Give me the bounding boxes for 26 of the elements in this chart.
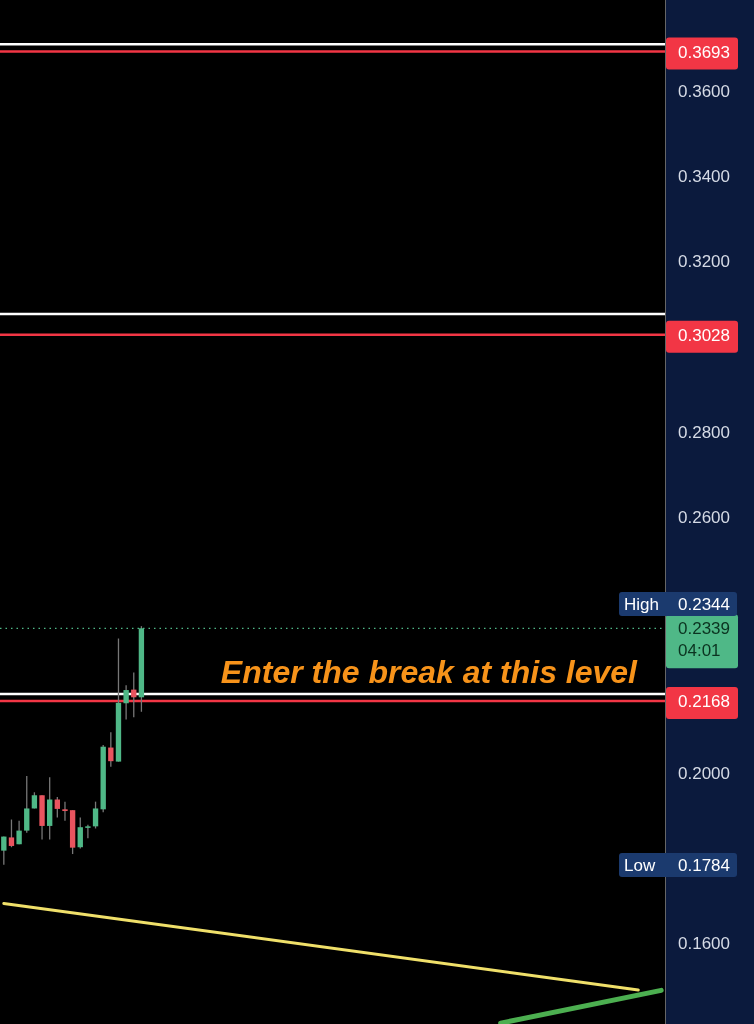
ref-line-label: 0.3028 bbox=[678, 325, 730, 345]
text: 0.2344 bbox=[678, 595, 730, 614]
annotation: Enter the break at this level bbox=[220, 654, 639, 690]
ref-line-label: 0.3693 bbox=[678, 42, 730, 62]
candlestick bbox=[1, 835, 7, 866]
text: 0.1784 bbox=[678, 856, 730, 875]
candlestick bbox=[123, 684, 129, 721]
y-tick-label: 0.3600 bbox=[678, 82, 730, 102]
y-tick-label: 0.2600 bbox=[678, 508, 730, 528]
annotation: Low bbox=[624, 856, 656, 875]
annotation: High bbox=[624, 595, 659, 614]
candlestick bbox=[54, 796, 60, 819]
ref-line-label: 0.2339 04:01 bbox=[678, 619, 730, 661]
y-tick-label: 0.2000 bbox=[678, 763, 730, 783]
y-tick-label: 0.2800 bbox=[678, 422, 730, 442]
y-tick-label: 0.3200 bbox=[678, 252, 730, 272]
candlestick bbox=[8, 818, 15, 848]
candlestick bbox=[92, 801, 99, 830]
candlestick bbox=[85, 824, 91, 839]
candlestick bbox=[24, 775, 30, 834]
y-tick-label: 0.1600 bbox=[678, 934, 730, 954]
candlestick bbox=[108, 731, 114, 768]
candlestick bbox=[62, 801, 68, 822]
y-tick-label: 0.3400 bbox=[678, 167, 730, 187]
candlestick bbox=[77, 816, 83, 850]
ref-line-label: 0.2168 bbox=[678, 692, 730, 712]
